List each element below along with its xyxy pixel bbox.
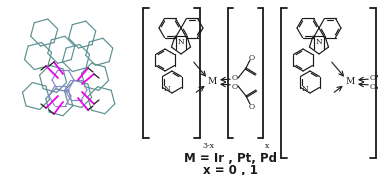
Text: N: N — [302, 85, 308, 93]
Text: O: O — [370, 74, 376, 82]
Text: 3-x: 3-x — [202, 142, 214, 150]
Text: x = 0 , 1: x = 0 , 1 — [203, 163, 257, 175]
Text: O: O — [249, 54, 255, 62]
Text: x: x — [265, 142, 269, 150]
Text: O: O — [370, 83, 376, 91]
Text: M: M — [345, 78, 355, 86]
Text: N: N — [316, 38, 322, 46]
Text: O: O — [249, 103, 255, 111]
Text: M = Ir , Pt, Pd: M = Ir , Pt, Pd — [183, 152, 276, 164]
Text: N: N — [164, 85, 170, 93]
Text: O: O — [232, 83, 238, 91]
Text: O: O — [232, 74, 238, 82]
Text: N: N — [178, 38, 184, 46]
Text: M: M — [208, 78, 217, 86]
